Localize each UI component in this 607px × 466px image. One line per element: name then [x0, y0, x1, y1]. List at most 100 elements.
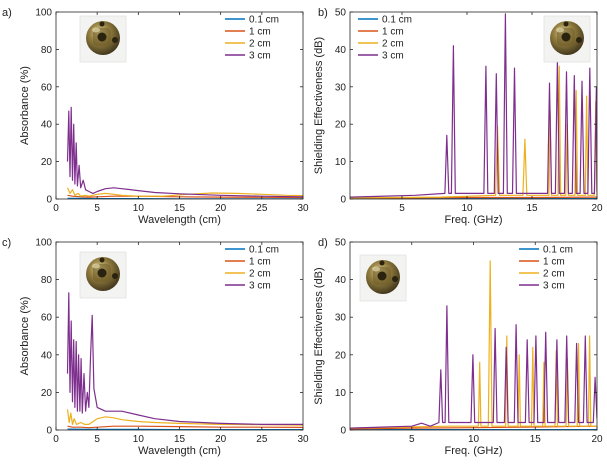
y-tick-label: 20 — [41, 388, 53, 399]
y-tick-label: 0 — [340, 195, 346, 206]
x-tick-label: 5 — [409, 434, 415, 445]
y-tick-label: 100 — [35, 8, 52, 19]
chart-panel-d: d) 5 10 15 20 0 10 20 30 40 50 Freq. (GHz) Shielding… — [313, 237, 603, 457]
brass-cube-icon — [79, 251, 127, 299]
axes-box — [349, 11, 598, 200]
x-tick-label: 10 — [461, 203, 473, 214]
legend-entry: 3 cm — [249, 281, 271, 292]
legend-entry: 3 cm — [249, 51, 271, 62]
legend: 0.1 cm1 cm2 cm3 cm — [519, 245, 573, 292]
cube-highlight — [372, 266, 380, 272]
series-line-2-cm — [66, 187, 303, 197]
y-tick-label: 50 — [335, 238, 347, 249]
x-tick-label: 10 — [133, 434, 145, 445]
series-line-3-cm — [350, 305, 597, 429]
cube-highlight — [556, 27, 564, 33]
cube-hole-front — [97, 268, 107, 278]
series-line-2-cm — [350, 65, 597, 199]
cube-highlight — [92, 27, 100, 33]
legend-entry: 1 cm — [382, 27, 404, 38]
y-axis-label: Absorbance (%) — [19, 66, 31, 145]
y-tick-label: 0 — [46, 195, 52, 206]
cube-highlight — [92, 263, 100, 269]
series-line-3-cm — [350, 13, 597, 198]
x-tick-label: 15 — [174, 203, 186, 214]
brass-cube-icon — [543, 15, 591, 63]
legend-entry: 2 cm — [249, 269, 271, 280]
x-tick-label: 0 — [53, 203, 59, 214]
y-tick-label: 10 — [335, 388, 347, 399]
legend-entry: 2 cm — [382, 39, 404, 50]
y-tick-label: 40 — [41, 120, 53, 131]
legend-entry: 3 cm — [543, 281, 565, 292]
cube-hole-front — [561, 32, 571, 42]
y-tick-label: 20 — [335, 120, 347, 131]
chart-panel-b: b) 5 10 15 20 0 10 20 30 40 50 Freq. (GHz) Shielding… — [313, 7, 603, 226]
x-tick-label: 25 — [256, 434, 268, 445]
y-tick-label: 80 — [41, 45, 53, 56]
legend-entry: 3 cm — [382, 51, 404, 62]
series-line-0-1-cm — [67, 428, 303, 430]
x-axis-label: Wavelength (cm) — [138, 445, 221, 457]
panel-label: a) — [2, 7, 12, 19]
cube-hole-top — [99, 21, 105, 27]
series-line-2-cm — [350, 260, 597, 429]
legend: 0.1 cm1 cm2 cm3 cm — [225, 15, 279, 62]
legend-entry: 0.1 cm — [249, 245, 279, 256]
legend-entry: 2 cm — [249, 39, 271, 50]
series-group — [66, 106, 303, 199]
legend-entry: 2 cm — [543, 269, 565, 280]
y-tick-label: 100 — [35, 238, 52, 249]
y-tick-label: 50 — [335, 8, 347, 19]
y-tick-label: 0 — [46, 426, 52, 437]
x-tick-label: 20 — [215, 434, 227, 445]
legend-entry: 1 cm — [543, 257, 565, 268]
panel-label: b) — [318, 7, 328, 19]
x-tick-label: 20 — [591, 203, 603, 214]
y-tick-label: 20 — [335, 350, 347, 361]
cube-hole-top — [379, 260, 385, 266]
cube-hole-front — [97, 32, 107, 42]
series-line-1-cm — [67, 194, 303, 199]
y-tick-label: 30 — [335, 82, 347, 93]
x-axis-label: Freq. (GHz) — [444, 214, 502, 226]
series-line-3-cm — [66, 106, 303, 198]
x-tick-label: 30 — [297, 203, 309, 214]
x-axis-label: Freq. (GHz) — [444, 445, 502, 457]
legend-entry: 0.1 cm — [249, 15, 279, 26]
legend: 0.1 cm1 cm2 cm3 cm — [358, 15, 412, 62]
legend: 0.1 cm1 cm2 cm3 cm — [225, 245, 279, 292]
y-tick-label: 20 — [41, 157, 53, 168]
x-tick-label: 0 — [53, 434, 59, 445]
y-tick-label: 40 — [335, 275, 347, 286]
cube-hole-side — [576, 37, 582, 43]
y-tick-label: 40 — [335, 45, 347, 56]
y-tick-label: 10 — [335, 157, 347, 168]
x-tick-label: 20 — [215, 203, 227, 214]
x-tick-label: 10 — [468, 434, 480, 445]
y-axis-label: Shielding Effectiveness (dB) — [313, 267, 325, 404]
x-tick-label: 5 — [94, 203, 100, 214]
y-tick-label: 60 — [41, 313, 53, 324]
x-tick-label: 15 — [174, 434, 186, 445]
x-tick-label: 30 — [297, 434, 309, 445]
cube-hole-top — [99, 257, 105, 263]
x-tick-label: 5 — [399, 203, 405, 214]
series-group — [66, 292, 303, 430]
chart-panel-a: a) 0 5 10 15 20 25 30 0 20 40 60 80 100 Wavelength (cm… — [2, 7, 309, 226]
y-tick-label: 30 — [335, 313, 347, 324]
x-tick-label: 5 — [94, 434, 100, 445]
cube-hole-side — [112, 37, 118, 43]
series-line-3-cm — [66, 292, 303, 425]
series-line-2-cm — [66, 409, 303, 426]
x-tick-label: 15 — [526, 203, 538, 214]
series-line-1-cm — [67, 425, 303, 429]
x-axis-label: Wavelength (cm) — [138, 214, 221, 226]
legend-entry: 1 cm — [249, 27, 271, 38]
y-axis-label: Shielding Effectiveness (dB) — [313, 37, 325, 174]
legend-entry: 1 cm — [249, 257, 271, 268]
x-tick-label: 25 — [256, 203, 268, 214]
y-axis-label: Absorbance (%) — [19, 297, 31, 376]
brass-cube-icon — [79, 15, 127, 63]
